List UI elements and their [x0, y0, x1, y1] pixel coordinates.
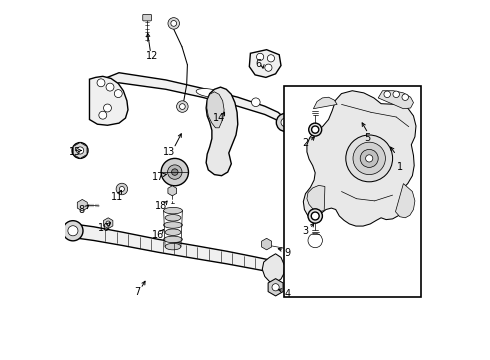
Circle shape [161, 158, 189, 186]
Circle shape [308, 209, 322, 223]
Circle shape [99, 111, 107, 119]
Circle shape [360, 149, 378, 167]
Circle shape [171, 21, 176, 26]
Ellipse shape [196, 89, 222, 97]
Polygon shape [307, 185, 325, 212]
Text: 5: 5 [364, 132, 370, 143]
Circle shape [311, 212, 319, 220]
Ellipse shape [164, 207, 182, 214]
FancyBboxPatch shape [143, 14, 151, 21]
Circle shape [106, 221, 110, 225]
Text: 12: 12 [146, 51, 158, 61]
Polygon shape [206, 87, 238, 176]
Ellipse shape [164, 236, 182, 243]
Circle shape [346, 135, 392, 182]
Circle shape [281, 118, 290, 127]
Polygon shape [303, 91, 416, 226]
Text: 14: 14 [213, 113, 225, 123]
Circle shape [120, 186, 124, 192]
Circle shape [384, 91, 391, 98]
Text: 9: 9 [284, 248, 291, 258]
Text: 2: 2 [302, 138, 309, 148]
Circle shape [63, 221, 83, 241]
Circle shape [312, 126, 319, 133]
Circle shape [97, 79, 105, 87]
Polygon shape [249, 50, 281, 77]
Circle shape [172, 169, 178, 175]
Circle shape [366, 155, 373, 162]
Circle shape [116, 183, 127, 195]
Circle shape [309, 123, 321, 136]
Circle shape [176, 101, 188, 112]
Circle shape [72, 143, 88, 158]
Bar [284, 86, 421, 297]
Text: 6: 6 [256, 59, 262, 69]
Text: 13: 13 [163, 147, 175, 157]
Text: 4: 4 [284, 289, 291, 300]
Text: 1: 1 [397, 162, 403, 172]
Circle shape [393, 91, 399, 98]
Circle shape [168, 165, 182, 179]
Text: 11: 11 [111, 192, 123, 202]
Circle shape [268, 55, 274, 62]
Polygon shape [216, 99, 226, 111]
Text: 10: 10 [98, 222, 110, 233]
Circle shape [272, 284, 279, 291]
Circle shape [114, 90, 122, 98]
Circle shape [76, 147, 84, 154]
Circle shape [106, 83, 114, 91]
Ellipse shape [164, 222, 182, 228]
Circle shape [265, 64, 272, 71]
Polygon shape [395, 184, 415, 218]
Circle shape [179, 104, 185, 109]
Circle shape [68, 226, 78, 236]
Text: 17: 17 [152, 172, 164, 182]
Circle shape [103, 104, 111, 112]
Text: 18: 18 [155, 201, 168, 211]
Polygon shape [262, 254, 285, 283]
Text: 16: 16 [152, 230, 164, 240]
Polygon shape [207, 92, 224, 128]
Circle shape [251, 98, 260, 107]
Polygon shape [90, 76, 128, 125]
Circle shape [257, 53, 264, 60]
Ellipse shape [165, 243, 181, 250]
Text: 7: 7 [134, 287, 140, 297]
Circle shape [276, 113, 294, 131]
Circle shape [168, 18, 179, 29]
Text: 8: 8 [78, 204, 84, 215]
Ellipse shape [165, 215, 181, 221]
Circle shape [402, 94, 409, 100]
Circle shape [353, 142, 386, 175]
Polygon shape [378, 91, 414, 109]
Text: 15: 15 [69, 147, 81, 157]
Ellipse shape [165, 229, 181, 235]
Text: 3: 3 [302, 226, 309, 236]
Polygon shape [314, 97, 337, 109]
Polygon shape [73, 224, 281, 274]
Polygon shape [96, 73, 285, 126]
